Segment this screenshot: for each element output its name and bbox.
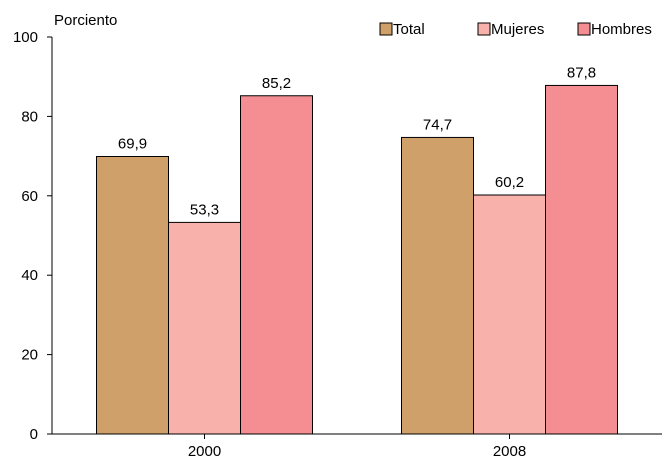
data-label-mujeres-2008: 60,2	[495, 174, 524, 191]
legend-swatch-hombres	[577, 22, 591, 36]
y-tick-label: 60	[21, 188, 38, 205]
legend-swatch-mujeres	[477, 22, 491, 36]
data-label-hombres-2000: 85,2	[262, 75, 291, 92]
bar-mujeres-2000	[168, 221, 241, 435]
data-label-total-2000: 69,9	[118, 135, 147, 152]
x-tick-label: 2008	[493, 443, 526, 458]
y-tick-label: 80	[21, 108, 38, 125]
bar-hombres-2000	[240, 95, 313, 435]
y-tick-label: 40	[21, 267, 38, 284]
data-label-mujeres-2000: 53,3	[190, 201, 219, 218]
data-label-hombres-2008: 87,8	[567, 64, 596, 81]
bar-hombres-2008	[545, 84, 618, 435]
legend-label-hombres: Hombres	[591, 21, 652, 38]
x-axis: 2000 2008	[188, 434, 526, 460]
y-tick-label: 100	[13, 29, 38, 46]
data-labels-group: 69,9 53,3 85,2 74,7 60,2 87,8	[118, 64, 596, 218]
legend-label-total: Total	[393, 21, 425, 38]
data-label-total-2008: 74,7	[423, 116, 452, 133]
bars-group	[96, 84, 618, 435]
legend-label-mujeres: Mujeres	[491, 21, 544, 38]
y-tick-label: 0	[30, 426, 38, 443]
legend-swatch-total	[379, 22, 393, 36]
y-tick-label: 20	[21, 347, 38, 364]
bar-mujeres-2008	[473, 194, 546, 435]
legend: Total Mujeres Hombres	[379, 21, 652, 38]
x-tick-label: 2000	[188, 443, 221, 458]
bar-total-2000	[96, 155, 169, 435]
y-axis-title: Porciento	[54, 12, 117, 29]
bar-total-2008	[401, 136, 474, 435]
